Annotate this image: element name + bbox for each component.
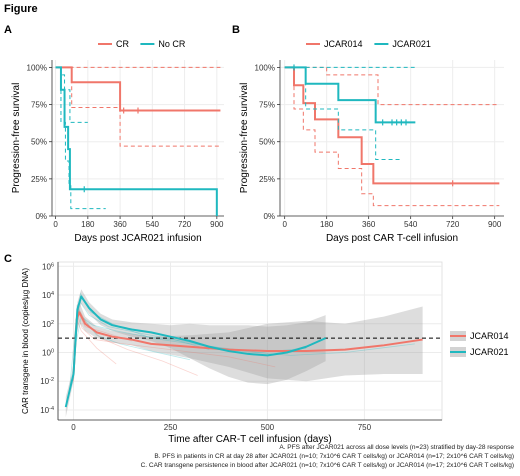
y-axis-title-c: CAR transgene in blood (copies/µg DNA) [21,268,30,414]
plot-area-c [57,261,443,421]
tick-label-y-b: 75% [259,101,275,110]
confidence-band-c-jcar014 [73,302,423,389]
tick-exponent-c: 0 [51,348,54,354]
confidence-band-c-jcar021 [65,289,326,418]
caption-line-c: C. CAR transgene persistence in blood af… [141,462,514,469]
tick-label-x-c: 250 [164,423,178,432]
tick-exponent-c: 6 [51,262,54,268]
tick-label-y-c: 100 [42,348,54,357]
trend-line-c-jcar021 [64,295,327,408]
panel-a-survival-chart: CR No CR 0 180 360 540 720 900 0% 25% 50% 75% 100% Da… [11,39,224,244]
ci-lower-a-no-cr [55,66,106,210]
tick-label-y-c: 104 [42,291,54,300]
y-axis-title-b: Progression-free survival [239,83,250,194]
tick-label-x-a: 900 [210,220,224,229]
tick-label-x-c: 750 [358,423,372,432]
figure-caption: A. PFS after JCAR021 across all dose lev… [141,444,515,469]
legend-label-c-jcar021: JCAR021 [470,347,509,357]
legend-label-a-no-cr: No CR [158,39,186,49]
y-axis-title-a: Progression-free survival [11,83,22,194]
tick-label-x-b: 0 [282,220,287,229]
tick-label-x-b: 360 [362,220,376,229]
tick-label-x-a: 360 [113,220,127,229]
tick-label-x-a: 720 [178,220,192,229]
tick-label-x-b: 540 [404,220,418,229]
panel-c-persistence-chart: 0 250 500 750 10-4 10-2 100 102 104 106 JCAR014 JCA… [21,261,509,445]
tick-label-y-b: 0% [263,212,275,221]
tick-label-x-a: 180 [81,220,95,229]
tick-exponent-c: 2 [51,320,54,326]
panel-b-survival-chart: JCAR014 JCAR021 0 180 360 540 720 900 0% 25% 50% 75… [239,39,504,244]
tick-label-x-b: 180 [320,220,334,229]
tick-label-y-b: 25% [259,175,275,184]
survival-line-a-no-cr [55,66,218,216]
legend-label-c-jcar014: JCAR014 [470,331,509,341]
tick-label-x-c: 500 [261,423,275,432]
x-axis-title-a: Days post JCAR021 infusion [74,233,201,244]
caption-line-a: A. PFS after JCAR021 across all dose lev… [279,444,514,451]
tick-label-y-a: 75% [31,101,47,110]
tick-label-y-a: 0% [35,212,47,221]
tick-label-x-a: 540 [146,220,160,229]
tick-label-y-b: 50% [259,138,275,147]
tick-label-y-c: 10-4 [40,406,54,415]
panel-label-b: B [232,24,240,36]
figure-title: Figure [4,3,38,15]
survival-line-b-jcar014 [284,66,500,185]
ci-upper-a-no-cr [55,66,88,123]
ci-lower-b-jcar014 [284,66,500,207]
legend-label-a-cr: CR [116,39,129,49]
ci-lower-a-cr [55,66,221,147]
legend-label-b-jcar021: JCAR021 [392,39,431,49]
tick-label-y-c: 10-2 [40,377,54,386]
tick-label-x-b: 900 [488,220,502,229]
tick-label-y-a: 50% [31,138,47,147]
panel-label-c: C [4,253,12,265]
tick-label-x-c: 0 [71,423,76,432]
tick-label-y-a: 100% [27,63,47,72]
patient-trace-c [74,315,415,356]
tick-label-y-a: 25% [31,175,47,184]
survival-line-b-jcar021 [284,66,416,124]
tick-label-y-c: 102 [42,320,54,329]
tick-label-y-b: 100% [255,63,275,72]
ci-lower-b-jcar021 [284,66,402,161]
ci-upper-b-jcar014 [284,66,500,106]
trend-line-c-jcar014 [72,311,423,375]
tick-label-x-b: 720 [446,220,460,229]
survival-line-a-cr [55,66,221,112]
tick-label-x-a: 0 [53,220,58,229]
tick-exponent-c: 4 [51,291,54,297]
x-axis-title-b: Days post CAR T-cell infusion [326,233,458,244]
legend-label-b-jcar014: JCAR014 [324,39,363,49]
x-axis-title-c: Time after CAR-T cell infusion (days) [168,434,331,445]
panel-label-a: A [4,24,12,36]
tick-label-y-c: 106 [42,262,54,271]
caption-line-b: B. PFS in patients in CR at day 28 after… [154,453,514,460]
tick-exponent-c: -2 [49,377,54,383]
tick-exponent-c: -4 [49,406,54,412]
